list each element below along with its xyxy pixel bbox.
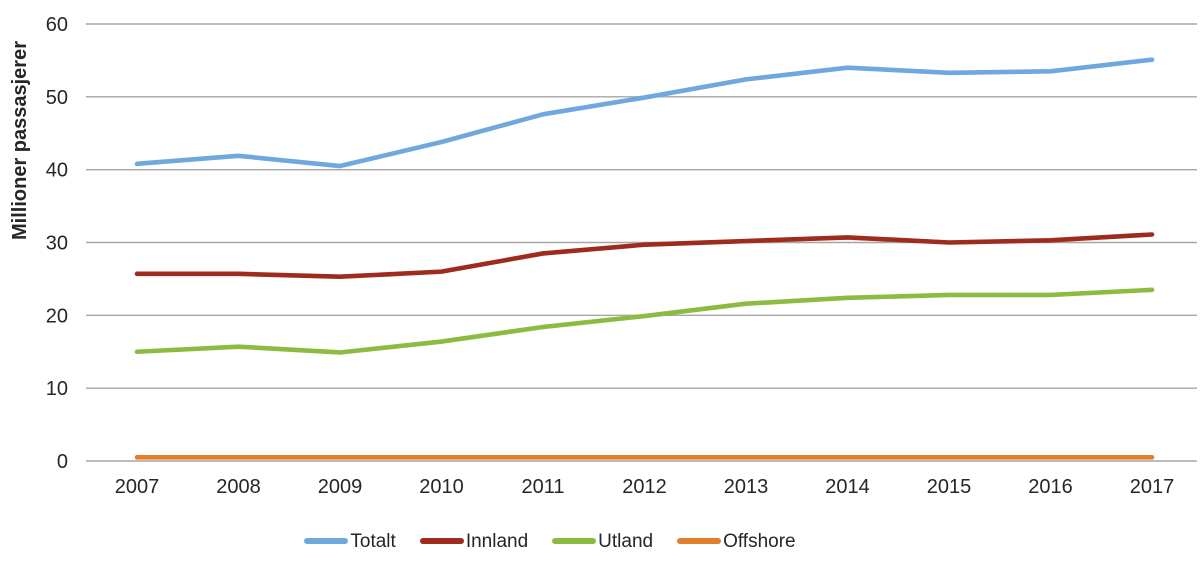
x-tick-label: 2008 — [216, 476, 261, 498]
x-axis-tick-labels: 2007 2008 2009 2010 2011 2012 2013 2014 2015 2016… — [115, 476, 1175, 498]
legend-label: Innland — [465, 530, 529, 552]
y-tick-label: 50 — [46, 87, 68, 109]
y-tick-label: 20 — [46, 305, 68, 327]
series-line-innland — [134, 232, 1155, 280]
legend: Totalt Innland Utland Offshore — [0, 528, 1150, 554]
series-line-totalt — [134, 57, 1155, 169]
y-tick-label: 30 — [46, 233, 68, 255]
legend-item-innland: Innland — [419, 530, 529, 552]
y-axis-title: Millioner passasjerer — [9, 41, 31, 240]
legend-label: Totalt — [350, 530, 396, 552]
legend-swatch-offshore — [677, 538, 722, 544]
x-tick-label: 2015 — [927, 476, 972, 498]
series-line-utland — [134, 287, 1155, 355]
x-tick-label: 2014 — [825, 476, 870, 498]
y-tick-label: 40 — [46, 160, 68, 182]
legend-item-utland: Utland — [552, 532, 653, 551]
x-tick-label: 2010 — [419, 476, 464, 498]
y-tick-label: 60 — [46, 14, 68, 36]
x-tick-label: 2007 — [115, 476, 160, 498]
y-axis-tick-labels: 0 10 20 30 40 50 60 — [46, 14, 68, 473]
x-tick-label: 2013 — [724, 476, 769, 498]
x-tick-label: 2011 — [521, 476, 564, 498]
x-tick-label: 2012 — [622, 476, 667, 498]
y-tick-label: 10 — [46, 378, 68, 400]
x-tick-label: 2017 — [1130, 476, 1175, 498]
legend-swatch-innland — [419, 538, 464, 544]
y-tick-label: 0 — [57, 451, 68, 473]
x-tick-label: 2016 — [1028, 476, 1073, 498]
legend-label: Offshore — [723, 530, 796, 552]
legend-swatch-totalt — [304, 538, 349, 544]
series-lines — [134, 57, 1155, 460]
legend-item-totalt: Totalt — [304, 530, 396, 552]
legend-item-offshore: Offshore — [677, 532, 796, 551]
legend-swatch-utland — [552, 538, 597, 544]
x-tick-label: 2009 — [318, 476, 363, 498]
legend-label: Utland — [598, 530, 654, 552]
